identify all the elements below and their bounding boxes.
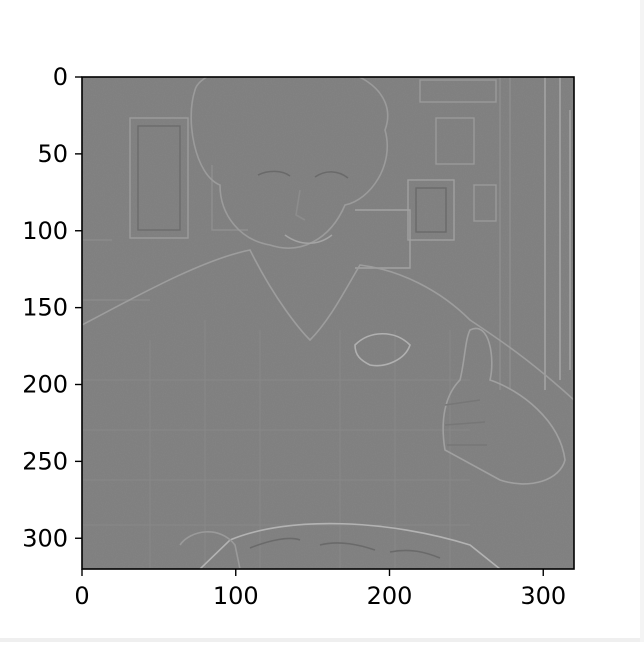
hanging-picture [129, 117, 189, 239]
doorway-edge [499, 77, 511, 390]
picture-frame-left-inner [415, 187, 447, 233]
mouth [284, 234, 333, 245]
y-tick-label: 300 [22, 524, 68, 552]
y-tick-label: 50 [37, 140, 68, 168]
x-tick-label: 100 [213, 582, 259, 610]
x-tick-label: 0 [74, 582, 89, 610]
y-tick-label: 0 [53, 63, 68, 91]
door-frame [544, 77, 571, 390]
shirt-collar [82, 249, 574, 401]
person [82, 77, 574, 569]
left-hand [179, 531, 241, 569]
hanging-picture-inner [137, 125, 181, 231]
figure-right-edge [640, 0, 644, 642]
eyes [257, 170, 349, 179]
y-axis: 0 50 100 150 200 250 300 [22, 63, 82, 552]
plot-frame [81, 76, 575, 570]
y-tick-label: 150 [22, 294, 68, 322]
thumbs-up-hand [442, 327, 566, 485]
head-outline [190, 77, 389, 249]
figure-bottom-edge [0, 638, 644, 642]
plaid-pattern [82, 320, 470, 569]
x-axis: 0 100 200 300 [74, 569, 566, 610]
y-tick-label: 200 [22, 371, 68, 399]
wall-frame [211, 165, 248, 231]
left-edge-lines [82, 239, 150, 301]
picture-frame-top [435, 117, 475, 165]
shelf [419, 79, 497, 103]
x-tick-label: 300 [520, 582, 566, 610]
plate [198, 522, 502, 569]
picture-frame-small [473, 184, 497, 222]
edge-filtered-photo [82, 77, 574, 569]
food [249, 537, 441, 559]
chest-patch [354, 333, 411, 367]
y-tick-label: 250 [22, 447, 68, 475]
x-tick-label: 200 [367, 582, 413, 610]
y-tick-label: 100 [22, 217, 68, 245]
wall-decor [82, 77, 571, 390]
nose [295, 189, 306, 221]
lamp-shade [355, 209, 411, 269]
fingers [444, 399, 487, 446]
